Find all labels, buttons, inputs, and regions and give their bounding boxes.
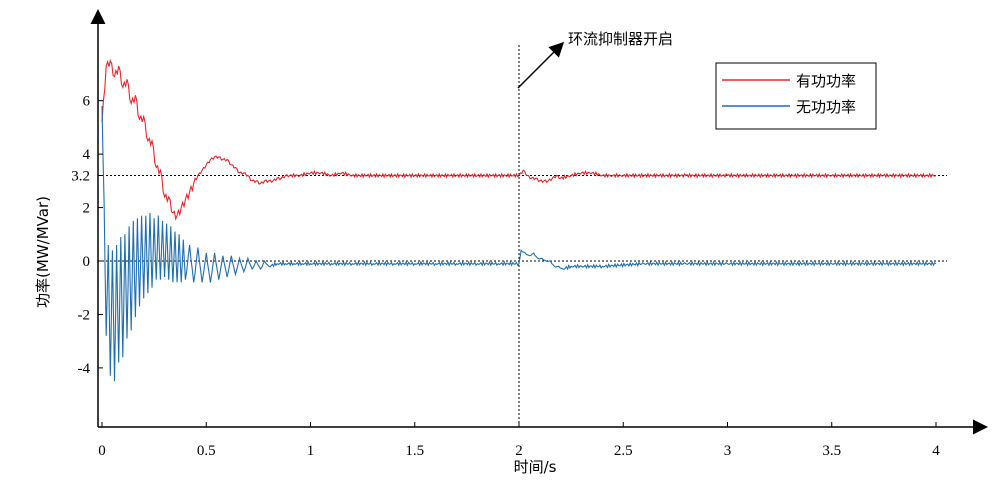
x-tick-label: 1 bbox=[307, 443, 315, 459]
annotation: 环流抑制器开启 bbox=[517, 30, 673, 89]
reference-lines bbox=[98, 45, 947, 427]
x-tick-label: 3.5 bbox=[822, 443, 841, 459]
x-tick-label: 0.5 bbox=[197, 443, 216, 459]
legend-label-active-power: 有功功率 bbox=[796, 72, 856, 90]
series-line-reactive-power bbox=[101, 105, 937, 382]
x-tick-label: 4 bbox=[932, 443, 940, 459]
annotation-arrow bbox=[517, 41, 565, 89]
y-tick-label: 6 bbox=[83, 94, 91, 110]
series-line-active-power bbox=[101, 58, 937, 221]
x-tick-label: 3 bbox=[724, 443, 732, 459]
legend-label-reactive-power: 无功功率 bbox=[796, 98, 856, 116]
y-tick-label: -4 bbox=[78, 361, 91, 377]
x-axis-title: 时间/s bbox=[514, 458, 557, 476]
y-tick-label: 2 bbox=[83, 201, 91, 217]
x-tick-label: 1.5 bbox=[405, 443, 424, 459]
x-axis-ticks: 0 0.5 1 1.5 2 2.5 3 3.5 4 bbox=[98, 422, 940, 459]
y-tick-label: 4 bbox=[83, 147, 91, 163]
annotation-label: 环流抑制器开启 bbox=[568, 30, 673, 48]
x-tick-label: 2 bbox=[515, 443, 523, 459]
y-axis-title: 功率(MW/MVar) bbox=[34, 196, 52, 308]
series-layer bbox=[101, 58, 937, 382]
y-tick-label: 0 bbox=[83, 254, 91, 270]
y-axis-ticks: -4 -2 0 2 3.2 4 6 bbox=[71, 94, 103, 377]
legend: 有功功率 无功功率 bbox=[715, 62, 877, 130]
y-tick-label: -2 bbox=[78, 307, 91, 323]
x-tick-label: 0 bbox=[98, 443, 106, 459]
y-tick-label: 3.2 bbox=[71, 169, 90, 185]
x-tick-label: 2.5 bbox=[614, 443, 633, 459]
legend-box bbox=[715, 62, 877, 130]
